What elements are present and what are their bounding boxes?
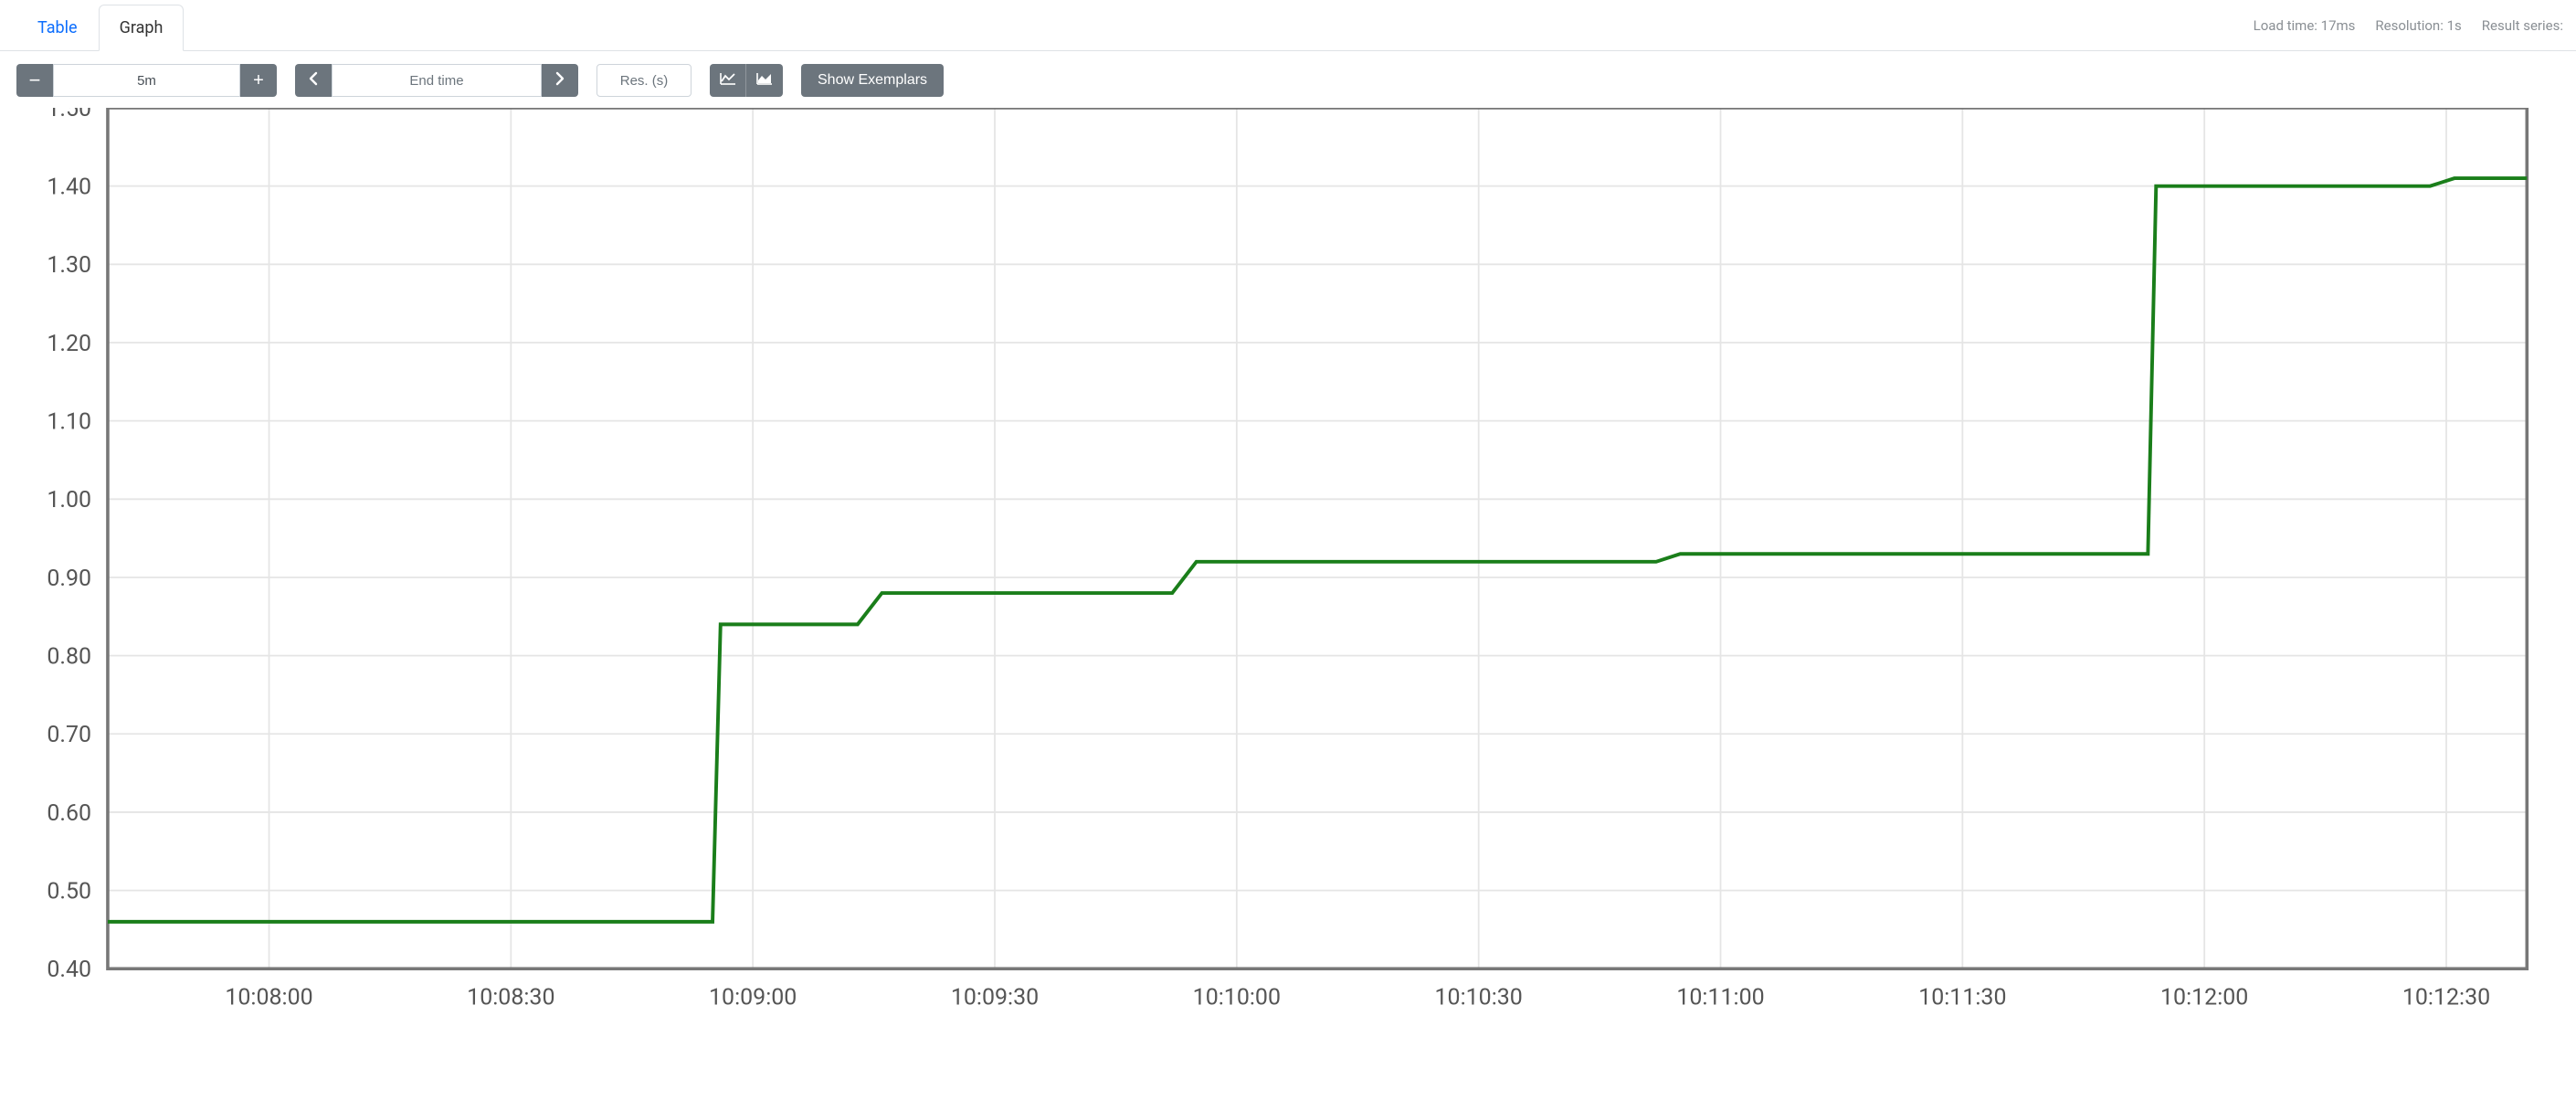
svg-text:0.70: 0.70 xyxy=(47,722,91,748)
range-increase-button[interactable]: + xyxy=(240,64,277,97)
status-strip: Load time: 17ms Resolution: 1s Result se… xyxy=(2254,0,2576,50)
svg-text:1.20: 1.20 xyxy=(47,331,91,357)
endtime-input[interactable] xyxy=(343,72,530,90)
time-forward-button[interactable] xyxy=(542,64,578,97)
line-chart-icon xyxy=(720,72,736,90)
svg-text:10:11:00: 10:11:00 xyxy=(1676,985,1764,1011)
status-resolution: Resolution: 1s xyxy=(2375,17,2461,34)
svg-text:10:12:00: 10:12:00 xyxy=(2160,985,2248,1011)
minus-icon: − xyxy=(29,70,41,90)
status-result-series: Result series: xyxy=(2482,17,2563,34)
chart-container: 0.40 0.50 0.60 0.70 0.80 0.90 1.00 1.10 1.20 1.30… xyxy=(0,106,2576,1037)
graph-toolbar: − + xyxy=(0,51,2576,106)
svg-text:10:10:00: 10:10:00 xyxy=(1193,985,1281,1011)
line-chart-toggle[interactable] xyxy=(710,64,746,97)
svg-text:0.60: 0.60 xyxy=(47,800,91,827)
svg-text:10:10:30: 10:10:30 xyxy=(1435,985,1523,1011)
chart-type-toggle xyxy=(710,64,783,97)
area-chart-toggle[interactable] xyxy=(746,64,783,97)
resolution-input[interactable] xyxy=(597,72,691,90)
time-back-button[interactable] xyxy=(295,64,332,97)
svg-text:1.40: 1.40 xyxy=(47,175,91,201)
endtime-input-wrap[interactable] xyxy=(332,64,542,97)
tab-graph[interactable]: Graph xyxy=(99,5,185,51)
view-tabs: Table Graph Load time: 17ms Resolution: … xyxy=(0,0,2576,51)
timeseries-chart: 0.40 0.50 0.60 0.70 0.80 0.90 1.00 1.10 1.20 1.30… xyxy=(16,108,2560,1028)
svg-text:10:11:30: 10:11:30 xyxy=(1918,985,2006,1011)
range-input-wrap[interactable] xyxy=(53,64,240,97)
area-chart-icon xyxy=(756,72,773,90)
range-stepper: − + xyxy=(16,64,277,97)
svg-text:1.30: 1.30 xyxy=(47,252,91,279)
range-decrease-button[interactable]: − xyxy=(16,64,53,97)
status-load-time: Load time: 17ms xyxy=(2254,17,2356,34)
svg-text:0.50: 0.50 xyxy=(47,879,91,905)
range-input[interactable] xyxy=(54,72,239,90)
svg-text:1.00: 1.00 xyxy=(47,487,91,513)
svg-text:10:08:00: 10:08:00 xyxy=(225,985,312,1011)
svg-text:0.40: 0.40 xyxy=(47,957,91,983)
svg-text:1.50: 1.50 xyxy=(47,108,91,122)
svg-text:10:09:00: 10:09:00 xyxy=(709,985,797,1011)
svg-text:0.90: 0.90 xyxy=(47,566,91,592)
plus-icon: + xyxy=(253,71,264,90)
chevron-right-icon xyxy=(554,71,565,90)
svg-text:1.10: 1.10 xyxy=(47,409,91,436)
chevron-left-icon xyxy=(308,71,319,90)
svg-text:0.80: 0.80 xyxy=(47,644,91,671)
svg-text:10:12:30: 10:12:30 xyxy=(2402,985,2490,1011)
svg-text:10:08:30: 10:08:30 xyxy=(467,985,554,1011)
endtime-group xyxy=(295,64,578,97)
svg-text:10:09:30: 10:09:30 xyxy=(951,985,1039,1011)
resolution-input-wrap[interactable] xyxy=(596,64,692,97)
show-exemplars-button[interactable]: Show Exemplars xyxy=(801,64,944,97)
tab-table[interactable]: Table xyxy=(16,5,99,51)
